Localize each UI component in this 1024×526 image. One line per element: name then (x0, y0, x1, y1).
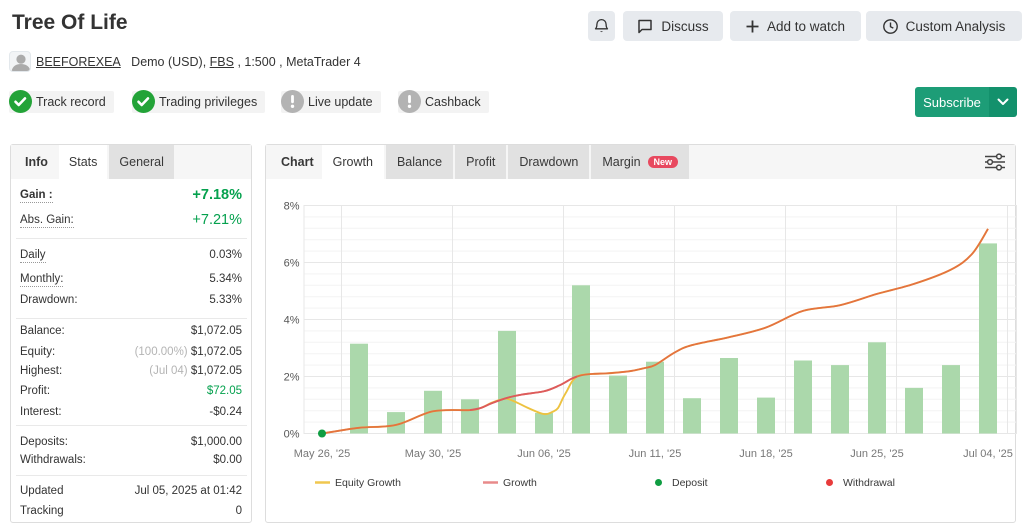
svg-text:0%: 0% (284, 428, 300, 440)
svg-text:Withdrawal: Withdrawal (843, 477, 895, 489)
svg-text:Jun 25, '25: Jun 25, '25 (850, 448, 903, 460)
svg-text:Jul 04, '25: Jul 04, '25 (963, 448, 1013, 460)
svg-text:Jun 06, '25: Jun 06, '25 (517, 448, 570, 460)
svg-text:Equity Growth: Equity Growth (335, 477, 401, 489)
svg-text:May 26, '25: May 26, '25 (294, 448, 351, 460)
svg-text:6%: 6% (284, 257, 300, 269)
svg-text:2%: 2% (284, 371, 300, 383)
svg-text:8%: 8% (284, 200, 300, 212)
svg-text:May 30, '25: May 30, '25 (405, 448, 462, 460)
svg-text:Jun 18, '25: Jun 18, '25 (739, 448, 792, 460)
svg-text:Jun 11, '25: Jun 11, '25 (629, 448, 682, 460)
svg-text:Deposit: Deposit (672, 477, 708, 489)
svg-text:4%: 4% (284, 314, 300, 326)
svg-text:Growth: Growth (503, 477, 537, 489)
